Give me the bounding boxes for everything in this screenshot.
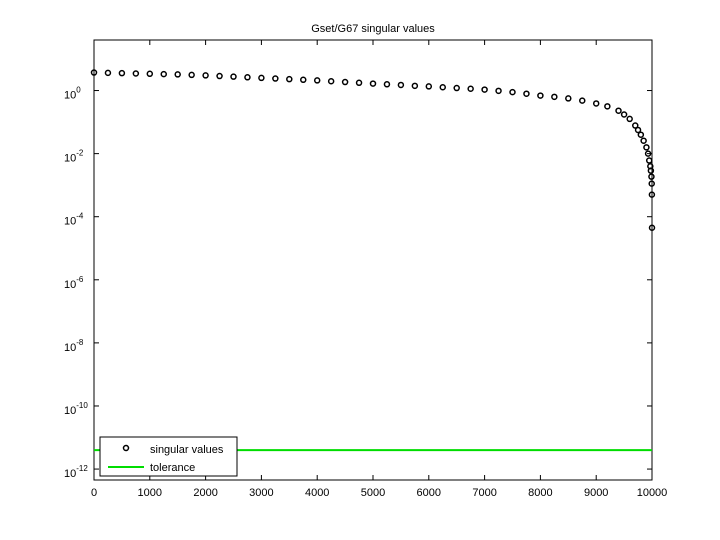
data-point: [300, 76, 307, 84]
data-point: [216, 72, 223, 80]
data-point: [160, 70, 167, 78]
data-point: [132, 70, 140, 77]
data-point: [341, 78, 349, 86]
y-tick-label: 100: [64, 86, 81, 102]
data-point: [286, 75, 293, 83]
data-point: [104, 69, 112, 77]
legend-swatch: [122, 444, 130, 452]
y-tick-label: 10-8: [64, 338, 84, 354]
data-point: [146, 70, 154, 78]
data-point: [495, 87, 502, 95]
data-point: [648, 180, 655, 187]
x-tick-label: 7000: [472, 487, 496, 499]
y-tick-label: 10-10: [64, 401, 88, 417]
data-point: [592, 100, 600, 107]
x-tick-label: 2000: [193, 487, 217, 499]
x-tick-label: 4000: [305, 487, 329, 499]
data-point: [644, 150, 652, 157]
y-tick-label: 10-2: [64, 149, 84, 165]
data-point: [327, 77, 335, 85]
data-point: [640, 137, 647, 144]
data-point: [648, 173, 655, 180]
data-point: [118, 69, 126, 77]
data-point: [632, 122, 639, 129]
data-point: [615, 107, 622, 114]
data-point: [453, 84, 460, 92]
y-tick-label: 10-4: [64, 212, 84, 228]
y-tick-label: 10-12: [64, 464, 88, 480]
y-tick-label: 10-6: [64, 275, 84, 291]
data-point: [634, 126, 642, 134]
data-point: [604, 103, 611, 110]
x-tick-label: 0: [91, 487, 97, 499]
data-point: [551, 93, 558, 101]
data-point: [626, 115, 633, 123]
x-tick-label: 8000: [528, 487, 552, 499]
data-point: [537, 92, 544, 99]
chart-title: Gset/G67 singular values: [311, 23, 435, 35]
data-point: [230, 73, 237, 80]
data-point: [645, 157, 653, 164]
data-point: [188, 71, 195, 79]
x-tick-label: 10000: [637, 487, 668, 499]
data-point: [467, 85, 474, 92]
data-point: [397, 81, 405, 89]
data-point: [202, 72, 209, 79]
data-point: [355, 79, 363, 87]
x-tick-label: 1000: [138, 487, 162, 499]
data-point: [313, 77, 321, 84]
data-point: [244, 74, 251, 81]
data-point: [643, 144, 650, 151]
data-point: [90, 69, 98, 76]
data-point: [439, 84, 446, 91]
data-point: [425, 83, 433, 90]
data-point: [579, 97, 586, 104]
data-point: [258, 74, 265, 82]
data-point: [481, 86, 488, 93]
data-point: [647, 167, 655, 174]
data-point: [648, 224, 656, 231]
x-tick-label: 5000: [361, 487, 385, 499]
legend-label: tolerance: [150, 462, 195, 474]
data-point: [369, 80, 377, 87]
data-point: [637, 131, 645, 138]
x-tick-label: 6000: [417, 487, 441, 499]
legend-box: [99, 436, 238, 477]
data-point: [411, 82, 419, 90]
x-tick-label: 3000: [249, 487, 273, 499]
data-point: [648, 191, 656, 198]
data-point: [565, 95, 572, 102]
data-point: [272, 75, 279, 82]
data-point: [523, 90, 530, 97]
data-point: [620, 111, 628, 118]
data-point: [509, 88, 516, 96]
legend-label: singular values: [150, 444, 224, 456]
data-point: [383, 81, 391, 88]
data-point: [174, 71, 181, 78]
x-tick-label: 9000: [584, 487, 608, 499]
